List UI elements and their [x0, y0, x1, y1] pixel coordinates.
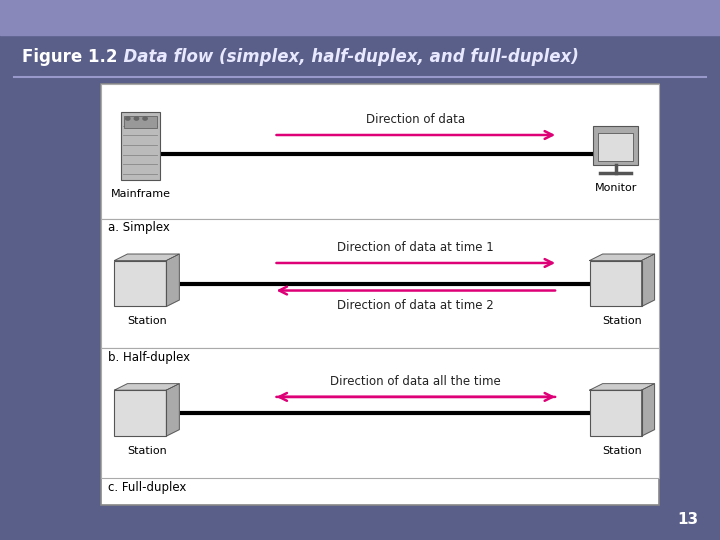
Text: 13: 13: [678, 512, 698, 527]
Bar: [101, 84, 659, 219]
Circle shape: [126, 117, 130, 120]
Bar: [114, 390, 166, 436]
Circle shape: [135, 117, 139, 120]
Circle shape: [143, 117, 148, 120]
Polygon shape: [166, 254, 179, 306]
Text: Direction of data: Direction of data: [366, 113, 465, 126]
Text: Station: Station: [127, 446, 167, 456]
Bar: [590, 261, 642, 306]
Text: Figure 1.2: Figure 1.2: [22, 48, 117, 66]
Bar: [593, 126, 638, 165]
Text: c. Full-duplex: c. Full-duplex: [108, 481, 186, 494]
Text: Station: Station: [127, 316, 167, 326]
Text: Station: Station: [602, 316, 642, 326]
Text: Direction of data all the time: Direction of data all the time: [330, 375, 501, 388]
Text: Station: Station: [602, 446, 642, 456]
Polygon shape: [114, 254, 179, 261]
Text: Mainframe: Mainframe: [110, 190, 171, 199]
Polygon shape: [642, 254, 654, 306]
Polygon shape: [166, 383, 179, 436]
Polygon shape: [114, 383, 179, 390]
Bar: [121, 112, 160, 179]
Text: a. Simplex: a. Simplex: [108, 221, 170, 234]
Bar: [0, 0, 720, 35]
Polygon shape: [642, 383, 654, 436]
Text: b. Half-duplex: b. Half-duplex: [108, 351, 190, 364]
Bar: [590, 390, 642, 436]
Polygon shape: [590, 254, 654, 261]
Text: Direction of data at time 2: Direction of data at time 2: [338, 299, 494, 312]
Text: Direction of data at time 1: Direction of data at time 1: [338, 241, 494, 254]
Bar: [101, 219, 659, 348]
Text: Data flow (simplex, half-duplex, and full-duplex): Data flow (simplex, half-duplex, and ful…: [112, 48, 578, 66]
Polygon shape: [590, 383, 654, 390]
Bar: [101, 348, 659, 478]
Bar: [125, 117, 157, 128]
Text: Monitor: Monitor: [595, 183, 636, 193]
Bar: [101, 84, 659, 505]
Bar: [598, 133, 633, 161]
Bar: [114, 261, 166, 306]
